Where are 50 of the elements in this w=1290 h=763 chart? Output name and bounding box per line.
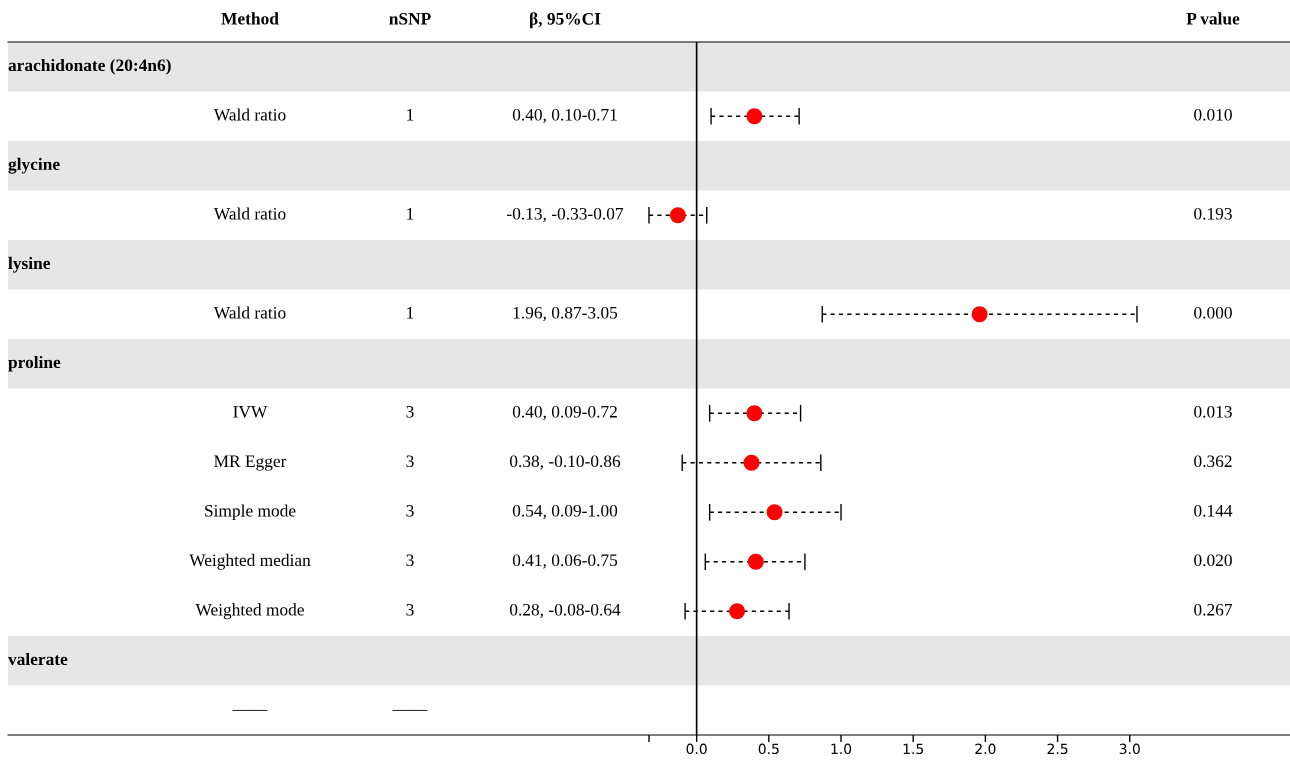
y-tick-label: Wald ratio — [213, 207, 286, 220]
annotation: 3 — [406, 405, 414, 418]
annotation: 1 — [407, 306, 414, 319]
text: nSNP — [389, 12, 431, 25]
x-tick-label: 1.0 — [831, 743, 852, 755]
y-tick-label: Wald ratio — [213, 108, 286, 121]
y-tick-label: IVW — [233, 406, 268, 418]
annotation: —— — [392, 709, 428, 711]
annotation: 0.000 — [1194, 306, 1232, 319]
y-tick-label: glycine — [8, 157, 60, 174]
annotation: 1 — [407, 207, 414, 220]
y-tick-label: Weighted mode — [195, 603, 304, 620]
y-tick-label: MR Egger — [214, 455, 287, 471]
annotation: 0.267 — [1194, 603, 1233, 616]
x-tick-label: 1.5 — [903, 743, 924, 755]
y-tick-label: Weighted median — [189, 553, 311, 570]
annotation: 3 — [406, 455, 414, 468]
annotation: 0.013 — [1194, 405, 1232, 418]
annotation: 3 — [406, 554, 414, 567]
y-tick-label: arachidonate (20:4n6) — [8, 58, 171, 75]
annotation: 0.362 — [1194, 455, 1232, 468]
annotation: 0.144 — [1194, 504, 1233, 517]
y-tick-label: valerate — [8, 652, 68, 666]
annotation: 0.38, -0.10-0.86 — [509, 455, 621, 470]
annotation: 0.54, 0.09-1.00 — [512, 504, 618, 520]
annotation: 0.41, 0.06-0.75 — [512, 554, 618, 569]
annotation: 1.96, 0.87-3.05 — [513, 306, 618, 322]
annotation: 0.020 — [1194, 554, 1232, 567]
annotation: 0.40, 0.09-0.72 — [512, 405, 617, 421]
annotation: 1 — [407, 108, 414, 121]
annotation: 0.193 — [1194, 207, 1232, 220]
x-tick-label: 0.5 — [758, 743, 779, 755]
x-tick-label: 3.0 — [1119, 743, 1140, 755]
annotation: 0.28, -0.08-0.64 — [509, 603, 621, 619]
text: β, 95%CI — [530, 12, 601, 29]
x-tick-label: 2.5 — [1047, 743, 1068, 755]
annotation: 3 — [406, 603, 414, 616]
y-tick-label: Simple mode — [205, 504, 296, 521]
annotation: 0.010 — [1194, 108, 1232, 121]
y-tick-label: lysine — [8, 256, 50, 273]
x-tick-label: 0.0 — [686, 743, 707, 755]
text: P value — [1186, 12, 1240, 25]
y-tick-label: Wald ratio — [213, 306, 286, 319]
text: Method — [221, 12, 279, 25]
x-tick-label: 2.0 — [975, 743, 996, 755]
annotation: 0.40, 0.10-0.71 — [512, 108, 617, 124]
annotation: -0.13, -0.33-0.07 — [507, 207, 624, 223]
annotation: 3 — [406, 504, 414, 517]
y-tick-label: proline — [8, 355, 61, 372]
y-tick-label: —— — [232, 709, 268, 711]
